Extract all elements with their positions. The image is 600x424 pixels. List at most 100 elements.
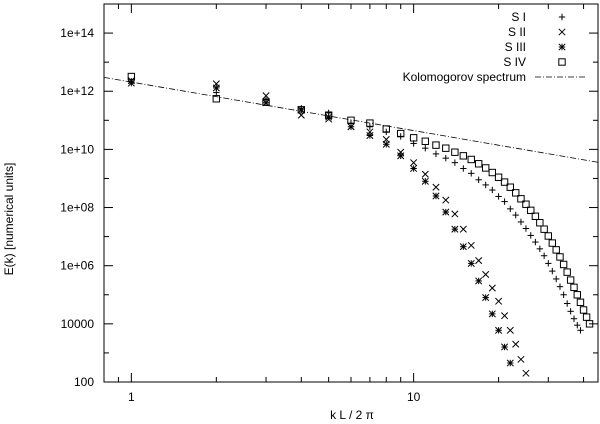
series-4-point [566,276,575,284]
series-2-point [459,225,467,233]
y-tick-label: 1e+06 [60,259,94,273]
series-1-point [442,154,449,162]
series-1-point [545,260,552,267]
legend-swatch-1 [558,13,566,21]
series-1-point [553,275,560,283]
series-4-point [397,129,405,138]
series-4-point [442,144,450,152]
series-3-point [127,79,135,87]
series-4-point [573,291,581,299]
series-1-point [475,176,482,183]
x-tick-label: 1 [128,390,135,404]
legend-label-1: S I [511,10,526,24]
series-2-point [410,159,418,167]
series-1-point [482,181,489,189]
series-4-point [527,206,535,215]
series-3-point [495,326,503,334]
legend-label-4: S IV [503,55,526,69]
series-1-point [563,300,571,307]
y-tick-label: 1e+08 [60,201,94,215]
series-3-point [382,140,390,148]
series-4-point [517,195,525,203]
series-4-point [494,173,503,181]
series-2-point [501,312,509,320]
series-2-point [488,284,496,292]
series-4-point [570,283,578,292]
series-4-point [536,219,544,227]
series-4-point [506,183,514,191]
series-4-point [552,246,560,254]
series-4-point [556,253,564,261]
series-1-point [540,252,548,259]
series-3-point [212,84,220,92]
series-3-point [442,208,450,216]
y-tick-label: 100 [74,375,94,389]
series-3-point [488,310,496,318]
series-4-point [127,72,136,81]
series-4-point [481,164,490,172]
series-1-point [549,267,556,275]
series-4-point [297,106,305,114]
legend-label-2: S II [508,25,526,39]
series-1-point [527,232,534,239]
series-1-point [422,144,429,152]
series-4-point [544,232,552,240]
series-4-point [432,141,440,149]
series-4-point [212,95,221,103]
series-4-point [540,225,548,233]
legend-label-5: Kolomogorov spectrum [403,70,526,84]
series-1-point [556,283,564,290]
series-4-point [262,98,270,106]
series-4-point [512,189,520,197]
series-4-point [488,168,497,177]
y-tick-label: 10000 [61,317,95,331]
series-4-point [522,200,530,208]
series-2-point [421,170,429,178]
series-3-point [397,152,405,160]
series-2-point [506,326,514,334]
series-2-point [475,257,483,265]
series-1-point [517,218,525,226]
series-2-point [482,270,490,278]
series-4-point [409,134,418,142]
series-3-point [501,343,509,351]
y-tick-label: 1e+14 [60,26,94,40]
data-layer [104,72,598,377]
series-4-point [559,260,568,269]
y-tick-label: 1e+12 [60,84,94,98]
series-2-point [495,297,503,305]
series-3-point [325,113,333,121]
legend-label-3: S III [505,40,526,54]
series-1-point [577,327,584,334]
legend-swatch-2 [558,28,566,36]
series-4-point [548,239,557,247]
series-1-point [501,198,508,205]
series-4-point [579,306,588,314]
series-1-point [560,291,567,298]
x-tick-label: 10 [407,390,421,404]
series-1-point [522,225,530,232]
series-2-point [451,210,459,218]
series-3-point [347,123,355,131]
series-4-point [576,298,585,307]
series-2-point [432,183,440,191]
series-4-point [421,137,430,145]
series-1-point [512,211,519,219]
series-3-point [421,177,429,185]
series-1-point [451,159,459,166]
y-tick-label: 1e+10 [60,142,94,156]
series-3-point [467,259,475,267]
series-1-point [495,193,502,200]
series-3-point [432,192,440,200]
series-2-point [517,355,525,363]
series-3-point [482,294,490,302]
series-1-point [536,245,544,253]
series-1-point [532,238,539,246]
series-2-point [467,241,475,249]
series-3-point [475,277,483,285]
series-3-point [410,164,418,173]
legend-swatch-3 [558,43,566,51]
series-4-point [531,212,540,220]
series-1-point [460,165,467,172]
